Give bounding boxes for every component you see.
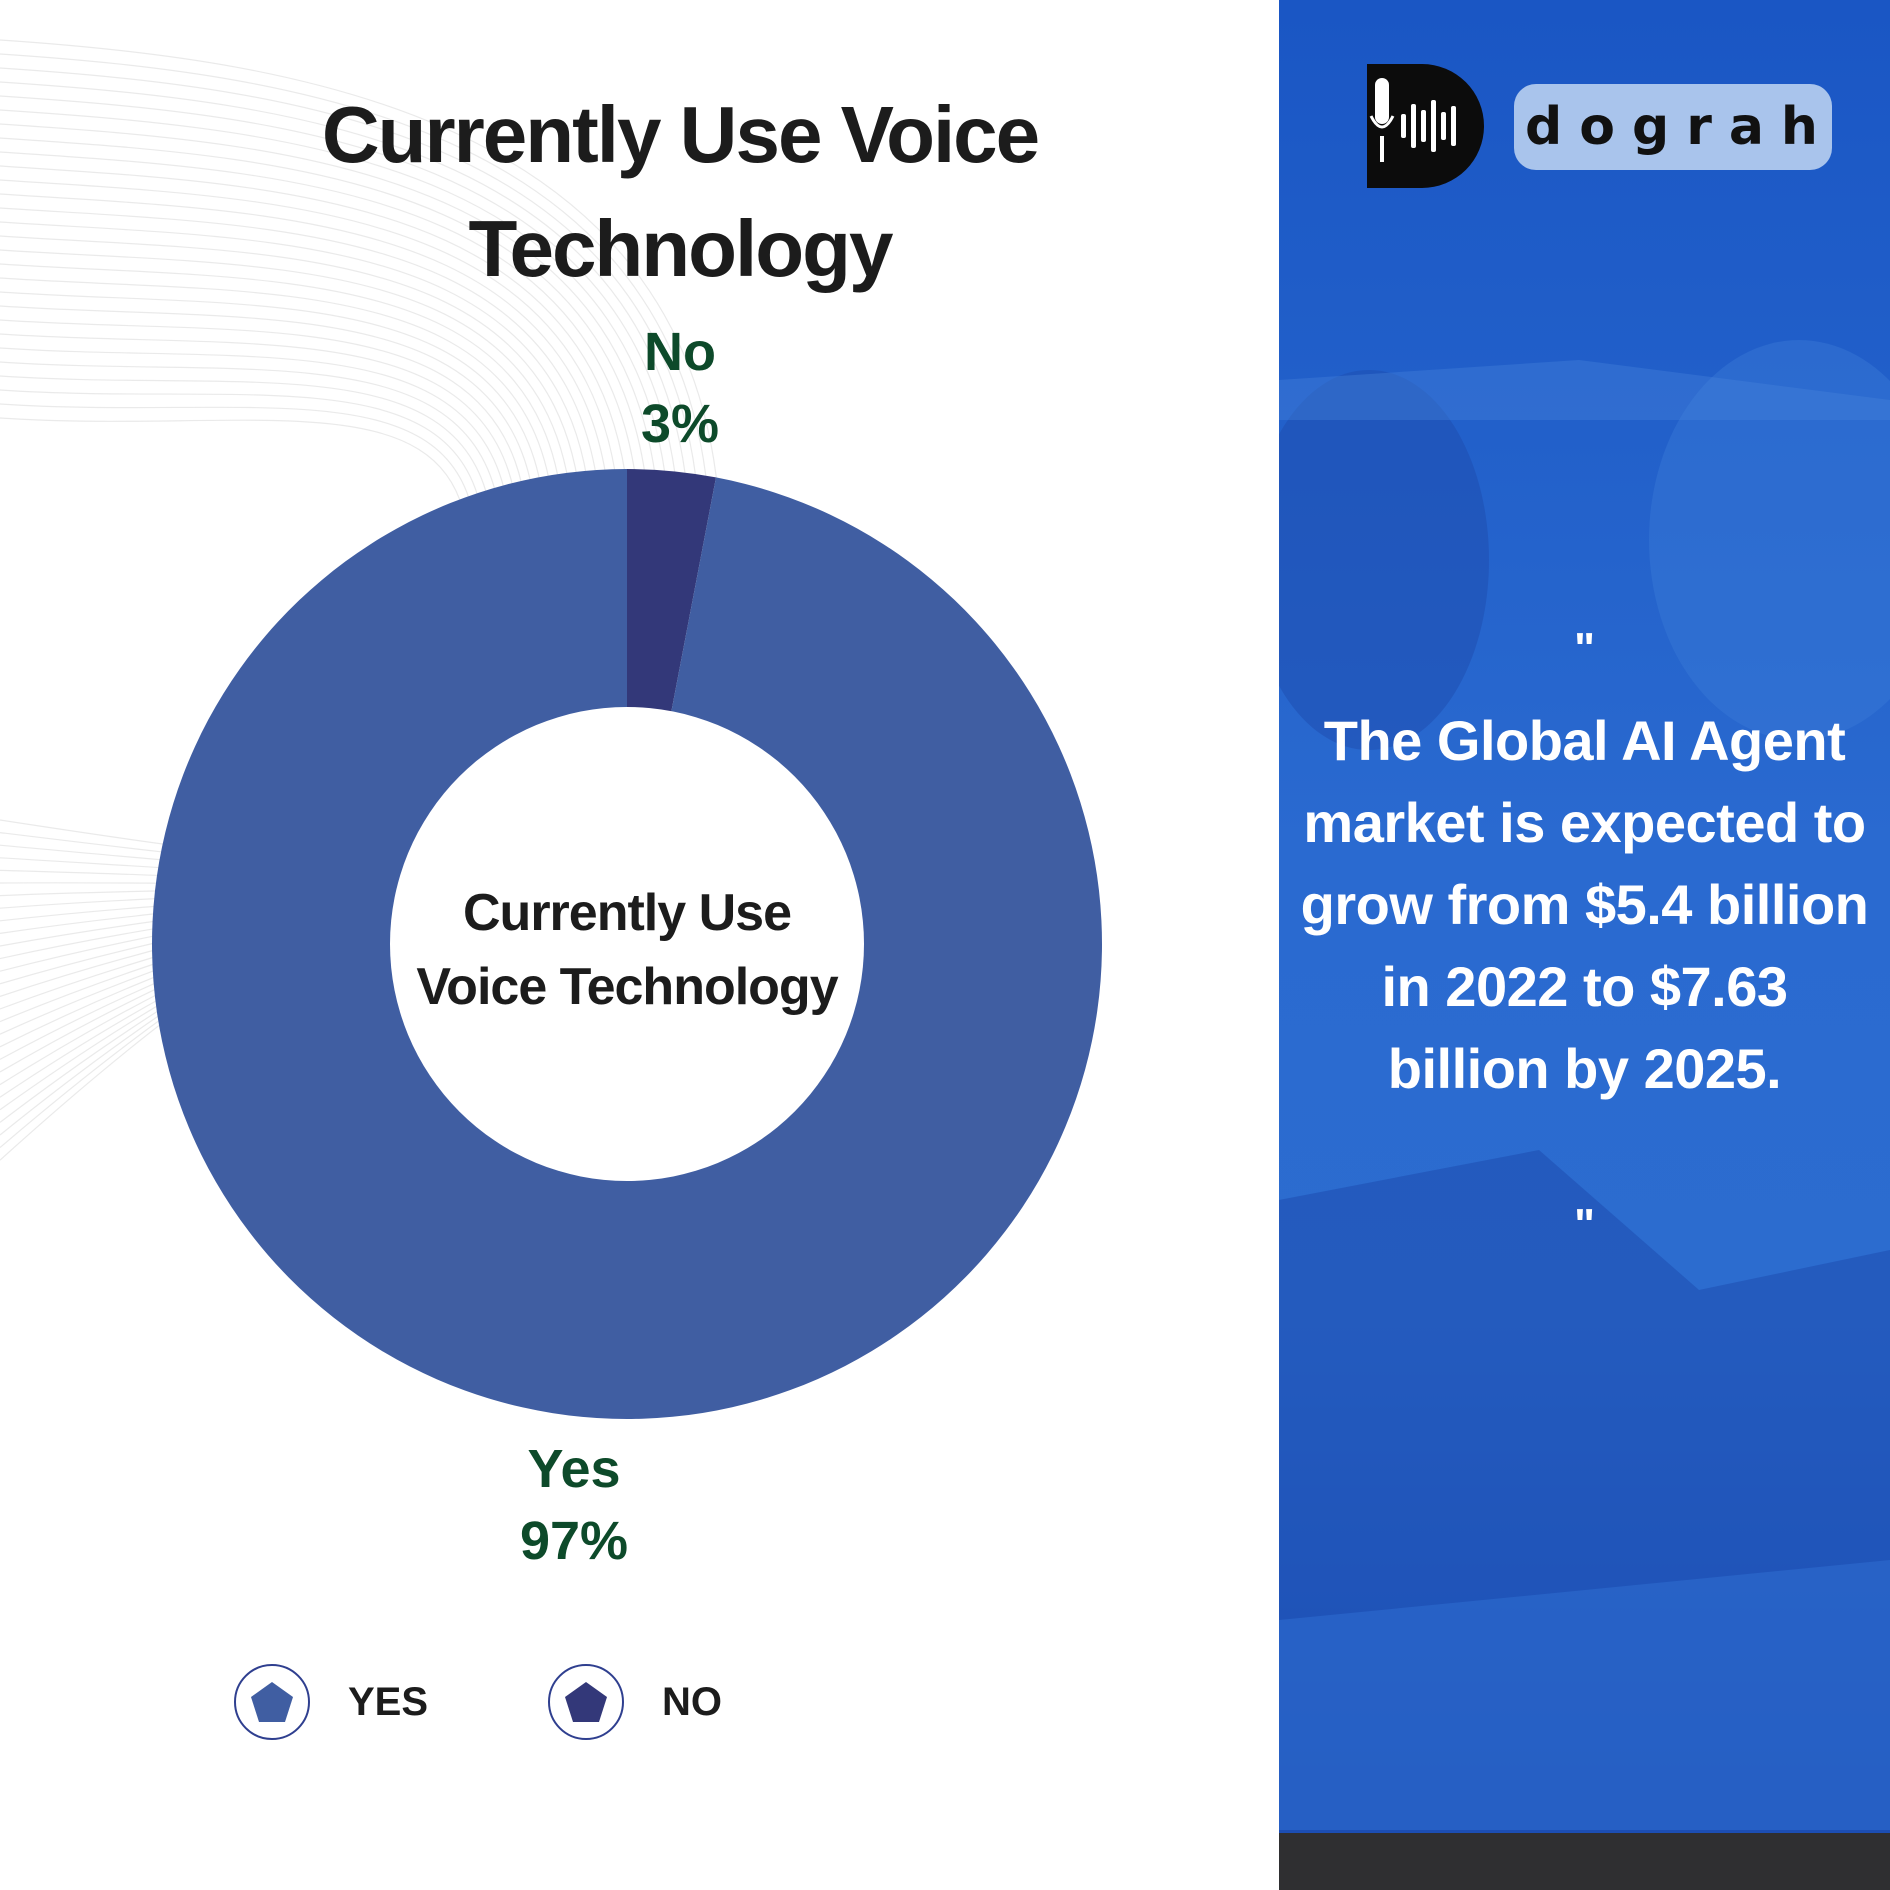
legend-item-yes: YES [234, 1664, 428, 1740]
slice-value-no: 3% [641, 394, 719, 454]
brand-name-badge: dograh [1514, 84, 1832, 170]
quote-panel: dograh " The Global AI Agent market is e… [1279, 0, 1890, 1890]
slice-label-no: No [644, 322, 716, 382]
pentagon-icon [548, 1664, 625, 1740]
chart-title: Currently Use Voice Technology [321, 90, 1040, 293]
chart-legend: YES NO [234, 1660, 842, 1744]
legend-label-no: NO [662, 1679, 723, 1724]
microphone-soundwave-icon [1367, 64, 1484, 188]
donut-chart: Yes 97% No 3% Currently Use Voice Technolog… [152, 322, 1103, 1571]
legend-label-yes: YES [348, 1679, 429, 1724]
legend-item-no: NO [548, 1664, 722, 1740]
quote-text: The Global AI Agent market is expected t… [1300, 709, 1869, 1100]
brand-name: dograh [1525, 97, 1835, 157]
center-label-line-2: Voice Technology [416, 958, 838, 1016]
background-photo [1279, 340, 1890, 1890]
slice-value-yes: 97% [520, 1511, 628, 1571]
center-label-line-1: Currently Use [463, 884, 791, 942]
donut-hole [390, 707, 864, 1181]
footer-bar [1279, 1833, 1890, 1890]
chart-panel: Currently Use Voice Technology Yes 97% No 3… [0, 39, 1103, 1744]
slice-label-yes: Yes [527, 1439, 620, 1499]
pentagon-icon [234, 1664, 310, 1740]
quote-open-mark: " [1574, 624, 1595, 673]
quote-close-mark: " [1574, 1200, 1595, 1249]
